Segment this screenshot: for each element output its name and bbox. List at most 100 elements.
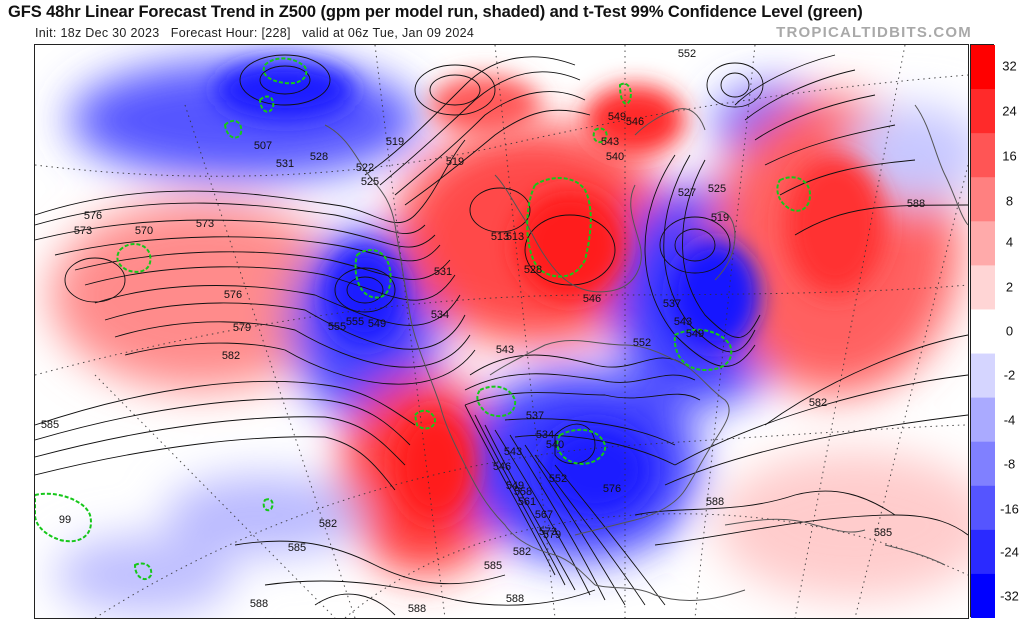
contour-label: 582: [809, 397, 827, 409]
contour-label: 585: [288, 542, 306, 554]
colorbar-tick-label: 0: [1005, 323, 1014, 339]
contour-label: 573: [74, 225, 92, 237]
contour-label: 573: [539, 526, 557, 538]
contour-labels: 552 549 546 543 540 513 507 531 528 522 519 525 519 5…: [41, 48, 925, 615]
init-value: 18z Dec 30 2023: [60, 26, 160, 40]
colorbar-band: [971, 265, 995, 310]
contour-label: 588: [706, 496, 724, 508]
colorbar-band: [971, 573, 995, 619]
forecast-hour-value: [228]: [261, 26, 291, 40]
colorbar-tick-label: 8: [1005, 193, 1014, 209]
contour-label: 519: [386, 136, 404, 148]
contour-label: 582: [319, 518, 337, 530]
contour-label: 537: [663, 298, 681, 310]
contour-label: 582: [513, 546, 531, 558]
contour-label: 528: [310, 151, 328, 163]
contour-label: 528: [524, 264, 542, 276]
contour-label: 579: [543, 529, 561, 541]
contour-label: 552: [678, 48, 696, 60]
contour-label: 543: [601, 136, 619, 148]
colorbar-band: [971, 309, 995, 355]
valid-time: valid at 06z Tue, Jan 09 2024: [302, 26, 475, 40]
contour-label: 513: [506, 231, 524, 243]
contour-label: 540: [606, 151, 624, 163]
anomaly-neg-hawaii: [55, 535, 235, 615]
anomaly-neg-subtropical-pacific: [165, 475, 365, 555]
run-info: Init: 18z Dec 30 2023 Forecast Hour: [22…: [35, 26, 474, 40]
init-label: Init:: [35, 26, 57, 40]
contour-label: 561: [518, 496, 536, 508]
colorbar-band: [971, 397, 995, 443]
contour-label: 585: [484, 560, 502, 572]
graticule: [35, 45, 968, 618]
colorbar-ticks: 32 24 16 8 4 2 0 -2 -4 -8 -16 -24 -32: [995, 44, 1024, 617]
contour-label: 555: [328, 321, 346, 333]
contour-label: 567: [535, 509, 553, 521]
contour-label: 543: [496, 344, 514, 356]
anomaly-pos-caribbean: [715, 450, 968, 600]
contour-label: 588: [506, 593, 524, 605]
colorbar-tick-label: -2: [1003, 367, 1016, 383]
colorbar: [970, 44, 995, 619]
colorbar-tick-label: -16: [1000, 501, 1019, 517]
colorbar-band: [971, 485, 995, 531]
contour-label: 576: [84, 210, 102, 222]
contour-label: 534: [536, 429, 554, 441]
contour-label: 99: [59, 514, 71, 526]
colorbar-band: [971, 133, 995, 178]
contour-label: 573: [196, 218, 214, 230]
contour-label: 576: [603, 483, 621, 495]
anomaly-neg-europe: [845, 105, 968, 205]
brand-watermark: TROPICALTIDBITS.COM: [776, 24, 972, 41]
contour-label: 549: [608, 111, 626, 123]
contour-label: 552: [549, 473, 567, 485]
contour-label: 570: [135, 225, 153, 237]
contour-label: 549: [368, 318, 386, 330]
colorbar-band: [971, 221, 995, 266]
contour-label: 540: [546, 439, 564, 451]
contour-label: 546: [583, 293, 601, 305]
contour-label: 543: [504, 446, 522, 458]
colorbar-tick-label: 2: [1005, 279, 1014, 295]
contour-label: 507: [254, 140, 272, 152]
colorbar-band: [971, 353, 995, 399]
significance-contours: [35, 57, 812, 581]
colorbar-tick-label: 16: [1002, 148, 1017, 164]
colorbar-tick-label: 24: [1002, 103, 1017, 119]
contour-label: 519: [711, 212, 729, 224]
colorbar-band: [971, 89, 995, 134]
contour-label: 588: [250, 598, 268, 610]
contour-label: 525: [708, 183, 726, 195]
contour-label: 588: [408, 603, 426, 615]
contour-label: 585: [41, 419, 59, 431]
forecast-map: 552 549 546 543 540 513 507 531 528 522 519 525 519 5…: [34, 44, 969, 619]
contour-label: 519: [446, 156, 464, 168]
contour-label: 552: [633, 337, 651, 349]
contour-label: 534: [431, 309, 449, 321]
contour-label: 588: [907, 198, 925, 210]
colorbar-band: [971, 177, 995, 222]
contour-label: 525: [361, 176, 379, 188]
colorbar-band: [971, 441, 995, 487]
colorbar-tick-label: 4: [1005, 234, 1014, 250]
contour-label: 522: [356, 162, 374, 174]
anomaly-pos-n-pacific: [50, 200, 350, 390]
colorbar-band: [971, 45, 995, 90]
contour-label: 531: [434, 266, 452, 278]
forecast-hour-label: Forecast Hour:: [170, 26, 258, 40]
chart-title: GFS 48hr Linear Forecast Trend in Z500 (…: [8, 3, 863, 21]
contour-label: 582: [222, 350, 240, 362]
contour-label: 543: [674, 316, 692, 328]
anomaly-shading: [50, 60, 968, 615]
contour-label: 527: [678, 187, 696, 199]
contour-label: 549: [686, 328, 704, 340]
colorbar-tick-label: -24: [1000, 544, 1019, 560]
contour-label: 585: [874, 527, 892, 539]
contour-label: 513: [491, 231, 509, 243]
colorbar-tick-label: -4: [1003, 412, 1016, 428]
contour-label: 576: [224, 289, 242, 301]
contour-label: 558: [514, 486, 532, 498]
contour-label: 531: [276, 158, 294, 170]
contour-label: 549: [506, 480, 524, 492]
contour-label: 546: [493, 461, 511, 473]
